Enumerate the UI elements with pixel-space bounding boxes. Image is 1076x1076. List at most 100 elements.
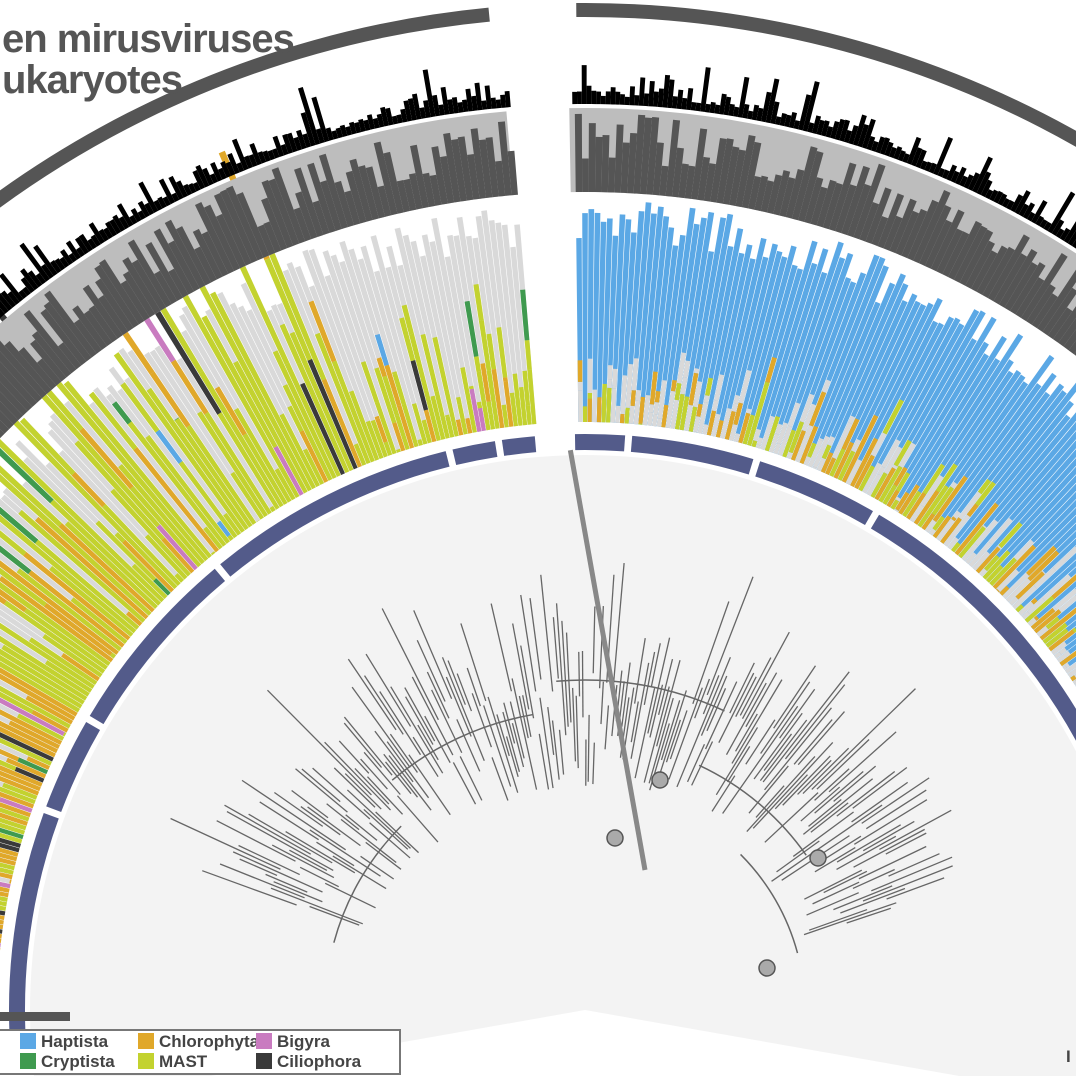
coverage-bar (99, 259, 145, 325)
branch (259, 801, 319, 841)
coverage-bar (1004, 261, 1038, 312)
taxon-piece (353, 443, 367, 466)
spike (87, 238, 97, 250)
taxon-piece (837, 450, 856, 481)
coverage-bar (58, 342, 82, 370)
taxon-piece (787, 402, 801, 427)
coverage-bar (312, 200, 330, 235)
taxon-piece (757, 381, 770, 410)
taxon-piece (1072, 679, 1076, 686)
taxon-piece (28, 570, 125, 648)
coverage-bar (703, 163, 716, 202)
spike (746, 110, 754, 120)
spike (297, 86, 321, 145)
spike (709, 101, 716, 114)
spike (798, 94, 812, 131)
taxon-piece (420, 333, 439, 392)
coverage-bar (451, 138, 467, 202)
spike (875, 136, 886, 154)
taxon-piece (374, 401, 397, 455)
taxon-piece (52, 737, 63, 745)
taxon-piece (803, 456, 812, 466)
taxon-piece (895, 472, 911, 492)
branch (879, 809, 952, 851)
spike (183, 183, 193, 196)
coverage-bar (1009, 262, 1046, 315)
taxon-piece (833, 441, 855, 479)
taxon-piece (845, 459, 862, 485)
taxon-piece (200, 560, 205, 565)
taxon-piece (626, 364, 634, 394)
taxon-piece (625, 393, 631, 408)
spike (157, 196, 167, 209)
branch (512, 623, 530, 710)
taxon-piece (953, 510, 961, 519)
taxon-bar (711, 258, 756, 437)
taxon-piece (476, 401, 483, 409)
taxon-piece (711, 413, 721, 437)
branch (416, 639, 446, 702)
spike (339, 124, 348, 137)
taxon-piece (1026, 557, 1045, 576)
taxon-piece (26, 756, 42, 767)
branch (555, 603, 567, 736)
taxon-piece (998, 521, 1023, 549)
branch (604, 705, 610, 750)
spike (116, 203, 134, 227)
taxon-piece (703, 395, 710, 403)
taxon-bar (656, 234, 686, 427)
taxon-piece (653, 402, 660, 415)
taxon-bar (816, 273, 906, 472)
taxon-piece (0, 807, 30, 822)
inner-disc (30, 455, 1076, 1076)
taxon-piece (233, 360, 308, 494)
taxon-piece (0, 802, 31, 818)
branch (711, 775, 736, 812)
taxon-bar (302, 249, 384, 460)
taxon-piece (693, 431, 698, 433)
taxon-piece (0, 822, 26, 835)
taxon-piece (1015, 604, 1024, 613)
taxon-bar (947, 382, 1076, 550)
branch (885, 832, 927, 855)
taxon-piece (0, 439, 77, 518)
branch-arc (391, 713, 534, 781)
taxon-piece (114, 532, 126, 544)
taxon-bar (582, 213, 588, 423)
taxon-piece (0, 886, 10, 893)
spike (419, 107, 427, 119)
coverage-bar (671, 147, 684, 198)
legend-swatch (138, 1033, 154, 1049)
taxon-piece (491, 368, 505, 429)
taxon-piece (146, 387, 189, 444)
branch (270, 887, 363, 925)
branch (381, 608, 439, 721)
spike (980, 179, 993, 198)
taxon-piece (95, 520, 157, 582)
spike (35, 272, 47, 285)
taxon-piece (223, 513, 242, 536)
taxon-piece (430, 395, 446, 440)
branch (307, 806, 361, 847)
branch (511, 678, 538, 790)
taxon-piece (0, 759, 17, 771)
spike (633, 95, 640, 106)
branch (836, 824, 901, 863)
taxon-piece (0, 588, 27, 613)
spike (272, 135, 285, 158)
taxon-piece (376, 357, 387, 378)
spike (411, 93, 422, 120)
taxon-bar (986, 483, 1076, 583)
coverage-bar (0, 361, 38, 407)
spike (732, 106, 740, 117)
taxon-piece (144, 534, 188, 580)
spike (358, 118, 366, 133)
taxon-piece (299, 430, 329, 483)
taxon-piece (870, 472, 888, 499)
coverage-bar (40, 308, 87, 366)
spike (130, 207, 142, 223)
coverage-bar (320, 180, 342, 231)
taxon-piece (1052, 546, 1076, 571)
clade-ring (630, 435, 754, 475)
taxon-piece (610, 388, 617, 423)
